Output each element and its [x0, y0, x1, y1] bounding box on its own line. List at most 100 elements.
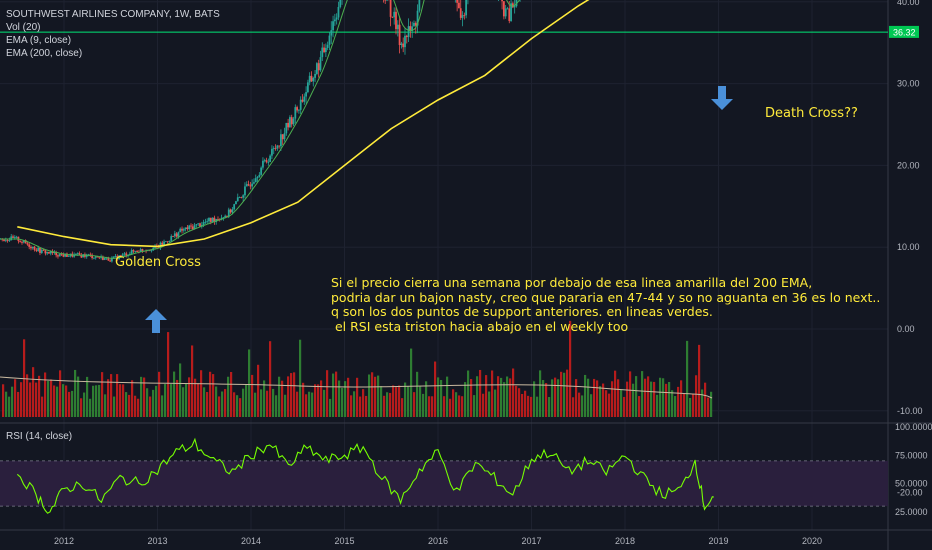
candle-body [114, 256, 117, 257]
candle-body [87, 254, 90, 256]
candle-body [386, 0, 388, 1]
volume-bar [164, 384, 167, 417]
candle-body [19, 241, 22, 243]
candle-body [31, 246, 34, 249]
time-tick-label: 2017 [521, 536, 541, 546]
candle-body [182, 229, 185, 231]
candle-body [510, 3, 512, 22]
candle-body [39, 247, 41, 253]
volume-bar [86, 376, 89, 417]
volume-bar [203, 387, 206, 417]
volume-bar [110, 374, 113, 417]
price-label-badge [889, 25, 919, 38]
volume-bar [218, 396, 221, 417]
candle-body [173, 233, 176, 237]
volume-bar [524, 390, 527, 417]
candle-body [76, 253, 79, 255]
candle-body [195, 224, 198, 226]
candle-body [3, 239, 5, 241]
candle-body [400, 43, 403, 45]
volume-bar [353, 391, 356, 417]
candle-body [66, 253, 68, 257]
volume-bar [137, 398, 140, 417]
volume-bar [467, 370, 470, 417]
candle-body [315, 63, 318, 74]
volume-bar [188, 377, 191, 417]
volume-bar [395, 387, 398, 417]
candle-body [251, 183, 254, 187]
candle-body [330, 30, 333, 36]
volume-bar [335, 371, 338, 417]
volume-bar [518, 388, 521, 417]
rsi-legend: RSI (14, close) [6, 431, 73, 442]
candle-body [414, 22, 417, 26]
candle-body [204, 221, 207, 223]
candle-body [456, 0, 459, 3]
volume-bar [275, 395, 278, 417]
volume-bar [206, 392, 209, 417]
volume-bar [437, 377, 440, 417]
candle-body [75, 253, 77, 255]
candle-body [12, 236, 14, 238]
candle-body [64, 253, 67, 257]
volume-bar [581, 395, 584, 417]
volume-bar [599, 386, 602, 417]
volume-bar [32, 367, 35, 417]
candle-body [37, 247, 40, 251]
volume-bar [299, 339, 302, 417]
volume-bar [290, 373, 293, 417]
candle-body [199, 223, 201, 227]
volume-bar [140, 376, 143, 417]
volume-bar [260, 389, 263, 417]
support-lines [0, 31, 888, 33]
volume-bar [605, 390, 608, 417]
volume-bar [341, 387, 344, 417]
volume-bar [629, 371, 632, 417]
time-tick-label: 2018 [615, 536, 635, 546]
rsi-tick-label: 25.0000 [895, 507, 928, 517]
candle-body [6, 240, 9, 242]
candle-body [211, 217, 214, 222]
volume-bar [515, 385, 518, 417]
volume-bar [635, 376, 638, 417]
up-arrow-icon [145, 309, 167, 333]
price-tick-label: 40.00 [897, 0, 920, 7]
volume-bar [650, 381, 653, 417]
indicator-vol: Vol (20) [6, 22, 41, 33]
candle-body [458, 2, 460, 9]
volume-bar [503, 382, 506, 417]
volume-bar [398, 385, 401, 417]
volume-bar [257, 364, 260, 417]
candle-body [272, 148, 275, 149]
volume-bar [563, 372, 566, 417]
volume-bar [227, 376, 230, 417]
volume-bar [578, 392, 581, 417]
price-label-text: 36.32 [893, 27, 916, 37]
volume-bar [215, 386, 218, 417]
candle-body [197, 223, 200, 225]
volume-bar [50, 379, 53, 417]
volume-bar [668, 382, 671, 417]
volume-bar [371, 372, 374, 417]
price-tick-label: 30.00 [897, 79, 920, 89]
volume-bar [320, 380, 323, 417]
candle-body [229, 209, 232, 213]
candle-body [335, 17, 338, 20]
volume-bar [473, 395, 476, 417]
ema200-line [17, 0, 590, 248]
volume-bar [419, 386, 422, 417]
volume-bar [44, 372, 47, 417]
volume-bar [68, 391, 71, 417]
chart-legend: SOUTHWEST AIRLINES COMPANY, 1W, BATS Vol… [6, 8, 220, 60]
candle-body [258, 174, 261, 177]
volume-bar [536, 396, 539, 417]
candle-body [202, 222, 205, 225]
candle-body [249, 185, 252, 187]
volume-bar [116, 374, 119, 417]
analysis-note: Si el precio cierra una semana por debaj… [331, 275, 880, 334]
rsi-band-fill [0, 460, 888, 507]
volume-bar [29, 382, 32, 417]
volume-bar [191, 345, 194, 417]
arrow-shape [145, 309, 167, 333]
